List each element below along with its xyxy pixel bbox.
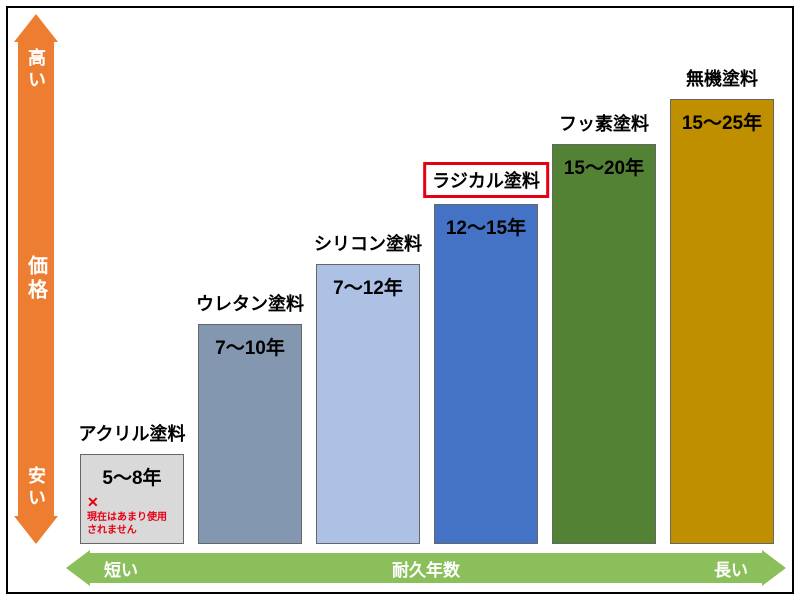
bar-name: ウレタン塗料 bbox=[190, 288, 310, 318]
cross-icon: ✕ bbox=[87, 494, 99, 510]
x-label-right: 長い bbox=[714, 556, 748, 581]
bar-block: 5～8年✕現在はあまり使用されません bbox=[80, 454, 184, 544]
bar-name: シリコン塗料 bbox=[308, 228, 428, 258]
x-axis-durability: 短い 耐久年数 長い bbox=[66, 550, 786, 586]
bar-name: 無機塗料 bbox=[680, 63, 764, 93]
bar-block: 12～15年 bbox=[434, 204, 538, 544]
bar: フッ素塗料15～20年 bbox=[552, 144, 656, 544]
y-label-low: 安い bbox=[23, 466, 49, 510]
arrow-up-icon bbox=[14, 14, 58, 42]
bar: 無機塗料15～25年 bbox=[670, 99, 774, 544]
arrow-right-icon bbox=[762, 550, 786, 586]
bar-note: ✕現在はあまり使用されません bbox=[87, 493, 179, 537]
bar-block: 15～25年 bbox=[670, 99, 774, 544]
x-label-mid: 耐久年数 bbox=[392, 556, 460, 581]
arrow-down-icon bbox=[14, 516, 58, 544]
bar: シリコン塗料7～12年 bbox=[316, 264, 420, 544]
bar: アクリル塗料5～8年✕現在はあまり使用されません bbox=[80, 454, 184, 544]
bar: ラジカル塗料12～15年 bbox=[434, 204, 538, 544]
y-axis-price: 高い 価格 安い bbox=[14, 14, 58, 544]
bar: ウレタン塗料7～10年 bbox=[198, 324, 302, 544]
bar-block: 7～12年 bbox=[316, 264, 420, 544]
bar-block: 15～20年 bbox=[552, 144, 656, 544]
bar-name: ラジカル塗料 bbox=[423, 162, 549, 198]
plot-area: アクリル塗料5～8年✕現在はあまり使用されませんウレタン塗料7～10年シリコン塗… bbox=[66, 14, 786, 544]
y-label-high: 高い bbox=[23, 48, 49, 92]
bar-name: フッ素塗料 bbox=[553, 108, 655, 138]
bar-name: アクリル塗料 bbox=[72, 418, 191, 448]
x-label-left: 短い bbox=[104, 556, 138, 581]
bar-block: 7～10年 bbox=[198, 324, 302, 544]
y-label-mid: 価格 bbox=[22, 255, 51, 303]
arrow-left-icon bbox=[66, 550, 90, 586]
